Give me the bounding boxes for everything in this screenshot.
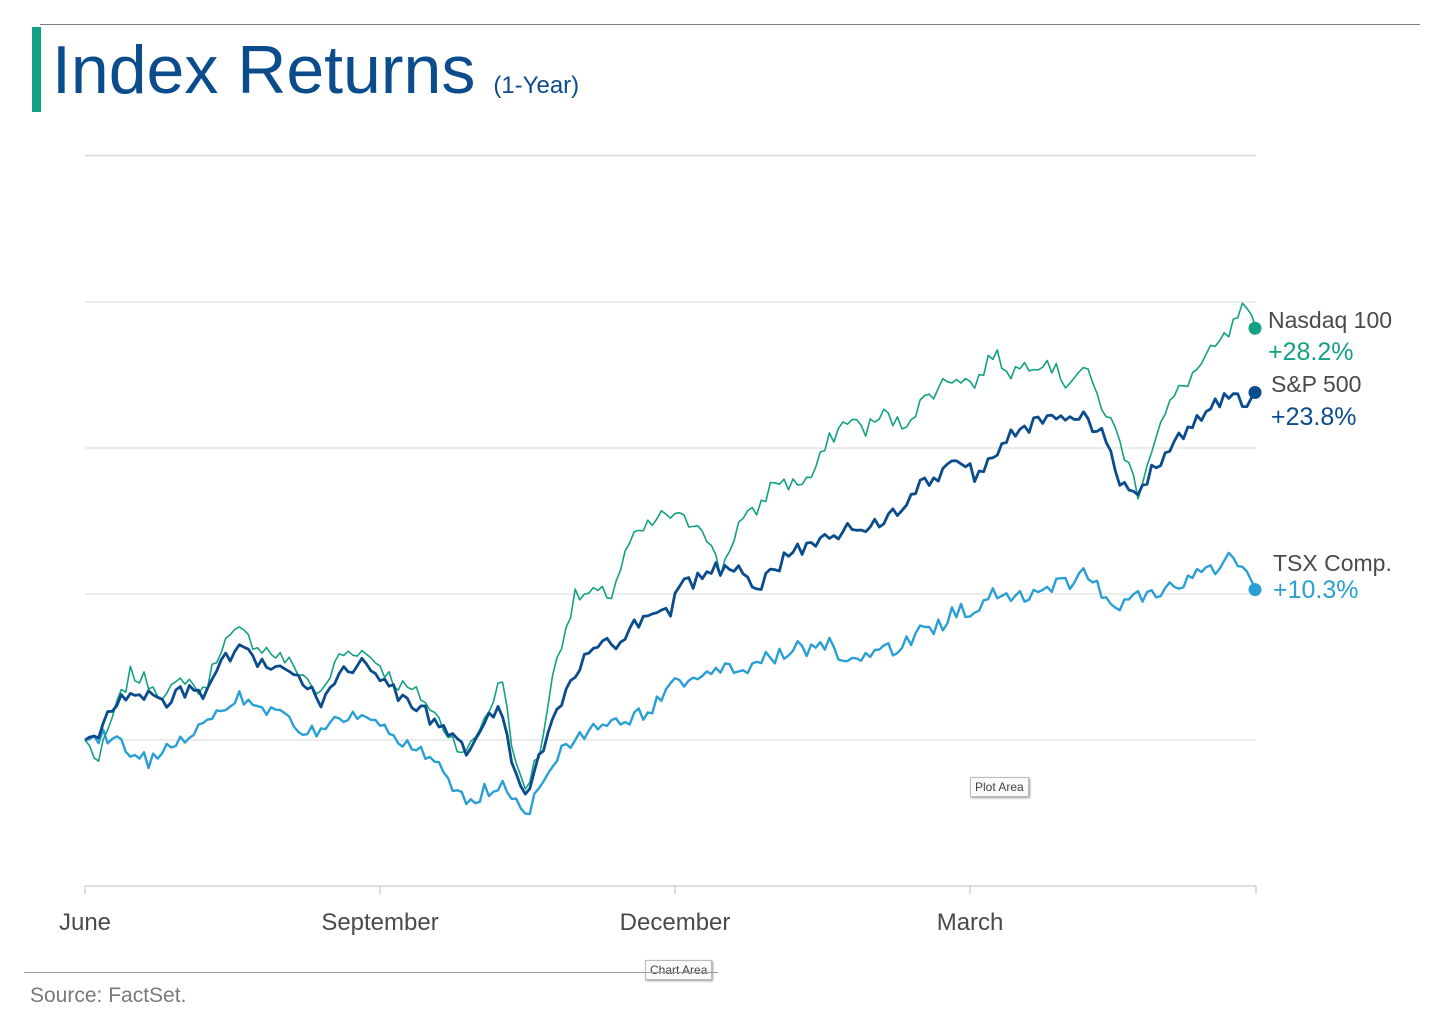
series-value-s-p-500: +23.8% — [1271, 403, 1357, 431]
title-accent-bar — [32, 27, 41, 112]
series-end-marker-nasdaq-100 — [1248, 321, 1262, 335]
plot-area-tag: Plot Area — [970, 777, 1029, 797]
series-value-tsx-comp: +10.3% — [1273, 576, 1359, 604]
series-name-s-p-500: S&P 500 — [1271, 371, 1361, 397]
x-tick-label-june: June — [59, 909, 111, 936]
series-line-nasdaq-100 — [84, 302, 1257, 790]
series-end-marker-s-p-500 — [1248, 386, 1262, 400]
source-note: Source: FactSet. — [30, 984, 187, 1007]
series-line-s-p-500 — [84, 391, 1258, 796]
series-name-nasdaq-100: Nasdaq 100 — [1268, 307, 1392, 333]
series-lines — [84, 302, 1262, 816]
bottom-divider — [24, 972, 718, 973]
gridlines — [85, 154, 1256, 741]
series-line-tsx-comp — [84, 551, 1258, 816]
series-name-tsx-comp: TSX Comp. — [1273, 550, 1392, 576]
x-axis: June September December March — [59, 885, 1257, 936]
title-subtitle: (1-Year) — [493, 72, 580, 99]
x-tick-label-september: September — [321, 909, 438, 936]
chart-title: Index Returns (1-Year) — [52, 24, 579, 116]
x-tick-label-december: December — [620, 909, 731, 936]
top-divider — [40, 24, 1420, 25]
x-tick-label-march: March — [937, 909, 1004, 936]
title-main: Index Returns — [52, 32, 476, 108]
chart-area-tag: Chart Area — [645, 960, 713, 980]
series-end-marker-tsx-comp — [1248, 583, 1262, 597]
series-value-nasdaq-100: +28.2% — [1268, 338, 1354, 366]
series-labels: Nasdaq 100 +28.2% S&P 500 +23.8% TSX Comp.+1… — [1268, 307, 1392, 604]
